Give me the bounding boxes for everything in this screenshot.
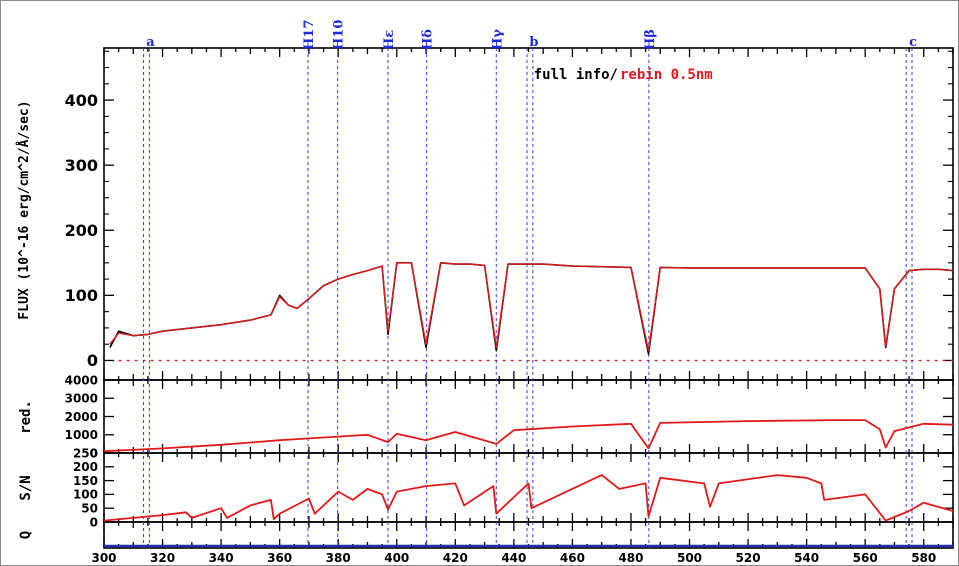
marker-label-Hδ: Hδ — [421, 29, 436, 50]
marker-label-Hε: Hε — [382, 30, 397, 50]
y-tick-label: 2000 — [65, 410, 98, 424]
series-sn — [103, 474, 954, 522]
x-tick-label: 320 — [150, 551, 175, 565]
x-tick-label: 340 — [209, 551, 234, 565]
y-tick-label: 100 — [65, 286, 98, 305]
x-tick-label: 300 — [91, 551, 116, 565]
y-tick-label: 1000 — [65, 428, 98, 442]
x-tick-label: 400 — [384, 551, 409, 565]
x-tick-label: 360 — [267, 551, 292, 565]
y-tick-label: 3000 — [65, 392, 98, 406]
y-tick-label: 4000 — [65, 373, 98, 387]
marker-label-c: c — [909, 35, 917, 50]
sn-axis-title: S/N — [18, 475, 34, 500]
marker-label-Hγ: Hγ — [490, 29, 505, 50]
y-tick-label: 250 — [73, 446, 98, 460]
x-tick-label: 380 — [326, 551, 351, 565]
x-tick-label: 480 — [618, 551, 643, 565]
q-axis-title: Q — [18, 531, 34, 539]
y-tick-label: 200 — [65, 221, 98, 240]
y-tick-label: 0 — [87, 351, 98, 370]
x-tick-label: 440 — [501, 551, 526, 565]
x-tick-label: 460 — [560, 551, 585, 565]
legend-full-info: full info/ — [534, 67, 618, 83]
x-tick-label: 520 — [736, 551, 761, 565]
y-tick-label: 150 — [73, 474, 98, 488]
series-rebin — [109, 262, 954, 352]
series-full-info — [109, 262, 954, 355]
panel-frame-flux — [103, 47, 954, 381]
x-tick-label: 580 — [911, 551, 936, 565]
y-tick-label: 0 — [90, 515, 98, 529]
series-red — [103, 419, 954, 453]
x-tick-label: 420 — [443, 551, 468, 565]
marker-label-Hβ: Hβ — [643, 29, 658, 50]
y-tick-label: 50 — [81, 502, 98, 516]
marker-label-b: b — [529, 35, 538, 50]
x-tick-label: 560 — [853, 551, 878, 565]
panel-frame-red — [103, 379, 954, 454]
red-axis-title: red. — [18, 400, 34, 434]
x-tick-label: 500 — [677, 551, 702, 565]
x-tick-label: 540 — [794, 551, 819, 565]
y-tick-label: 200 — [73, 460, 98, 474]
marker-label-a: a — [146, 35, 155, 50]
y-tick-label: 0 — [90, 446, 98, 460]
marker-label-H10: H10 — [332, 20, 347, 50]
legend-rebin: rebin 0.5nm — [620, 67, 713, 83]
y-tick-label: 400 — [65, 91, 98, 110]
y-tick-label: 300 — [65, 156, 98, 175]
y-tick-label: 100 — [73, 488, 98, 502]
flux-axis-title: FLUX (10^-16 erg/cm^2/Å/sec) — [16, 100, 32, 319]
marker-label-H17: H17 — [302, 20, 317, 50]
